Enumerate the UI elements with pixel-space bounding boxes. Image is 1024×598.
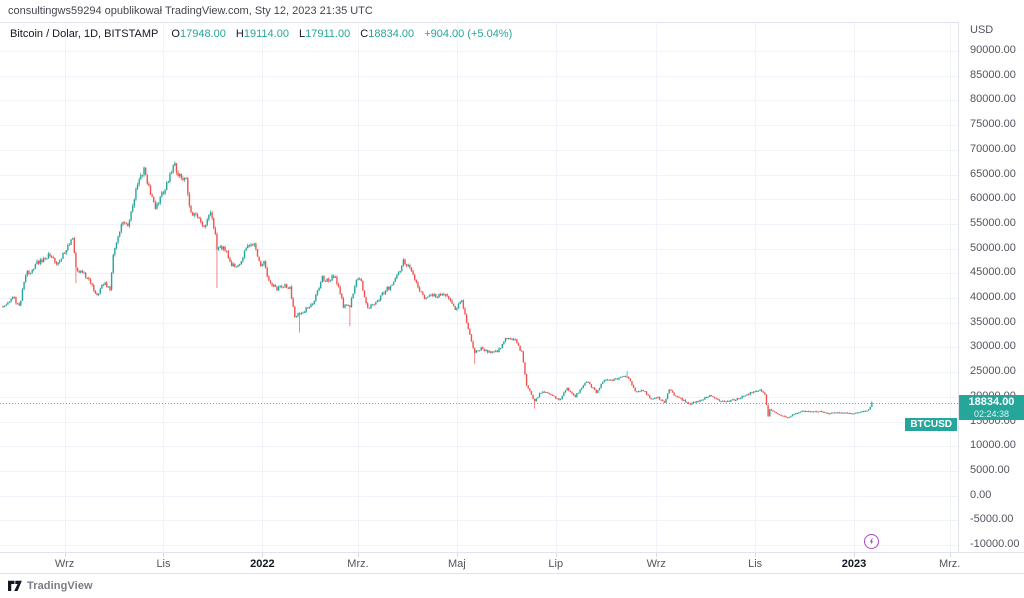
price-axis-label: -10000.00 [970, 538, 1020, 550]
time-axis-label: Wrz [646, 558, 666, 570]
last-price-value: 18834.00 [968, 395, 1015, 408]
price-axis-label: 35000.00 [970, 315, 1016, 328]
time-axis-tick [854, 553, 855, 557]
price-axis-label: 70000.00 [970, 142, 1016, 155]
ohlc-open: O17948.00 [171, 28, 225, 40]
price-axis-label: 0.00 [970, 488, 992, 501]
publish-marker[interactable] [863, 534, 879, 549]
symbol-title: Bitcoin / Dolar, 1D, BITSTAMP [10, 28, 159, 40]
price-axis-label: 60000.00 [970, 192, 1016, 205]
lightning-icon [869, 538, 874, 545]
ohlc-open-key: O [171, 28, 180, 40]
time-axis-label: Maj [448, 558, 466, 570]
tradingview-brand-text: TradingView [27, 580, 93, 592]
last-price-label: 18834.00 02:24:38 [959, 394, 1024, 420]
ohlc-open-value: 17948.00 [179, 28, 226, 40]
time-axis-tick [556, 553, 557, 557]
ohlc-low-value: 17911.00 [305, 28, 351, 40]
price-axis-label: 30000.00 [970, 340, 1016, 353]
tradingview-logo[interactable]: TradingView [8, 578, 93, 594]
time-axis-label: Lip [548, 558, 564, 570]
time-axis-label: Mrz. [938, 558, 961, 570]
price-change: +904.00 (+5.04%) [424, 28, 513, 40]
attribution-bar: consultingws59294 opublikował TradingVie… [0, 0, 1024, 22]
price-axis-label: 50000.00 [970, 241, 1016, 254]
ohlc-close-value: 18834.00 [368, 28, 415, 40]
symbol-price-tag: BTCUSD [905, 418, 957, 432]
time-axis-tick [755, 553, 756, 557]
time-axis-tick [656, 553, 657, 557]
price-axis-currency: USD [970, 24, 994, 36]
candlestick-canvas[interactable] [0, 23, 958, 553]
chart-area: Bitcoin / Dolar, 1D, BITSTAMP O17948.00 … [0, 22, 1024, 553]
time-axis-tick [950, 553, 951, 557]
ohlc-low-key: L [299, 28, 306, 40]
price-axis-label: 55000.00 [970, 216, 1016, 229]
price-axis-label: 45000.00 [970, 266, 1016, 279]
price-axis-label: 90000.00 [970, 44, 1016, 56]
time-axis-label: Lis [748, 558, 763, 570]
ohlc-low: L17911.00 [299, 28, 350, 40]
price-axis-label: 5000.00 [970, 463, 1010, 476]
price-axis-label: 65000.00 [970, 167, 1016, 180]
time-axis-label: Wrz [54, 558, 75, 570]
price-axis[interactable]: USD 90000.00 85000.00 80000.00 75000.00 70000… [958, 22, 1024, 574]
ohlc-high: H19114.00 [236, 28, 289, 40]
time-axis-tick [65, 553, 66, 557]
time-axis-tick [358, 553, 359, 557]
time-axis-tick [457, 553, 458, 557]
time-axis-tick [262, 553, 263, 557]
price-axis-label: -5000.00 [970, 513, 1014, 526]
time-axis-label: 2023 [841, 558, 867, 570]
price-axis-label: 10000.00 [970, 439, 1016, 452]
ohlc-close-key: C [360, 28, 369, 40]
time-axis-label: Mrz. [347, 558, 369, 570]
time-axis-tick [163, 553, 164, 557]
price-axis-label: 25000.00 [970, 365, 1016, 378]
bar-countdown: 02:24:38 [973, 408, 1010, 419]
price-axis-label: 40000.00 [970, 291, 1016, 303]
price-axis-label: 75000.00 [970, 118, 1016, 131]
tradingview-logo-icon [8, 580, 22, 592]
ohlc-high-value: 19114.00 [243, 28, 289, 40]
time-axis-label: 2022 [250, 558, 275, 570]
ohlc-high-key: H [235, 28, 244, 40]
ohlc-close: C18834.00 [360, 28, 414, 40]
price-axis-label: 80000.00 [970, 93, 1016, 106]
symbol-legend[interactable]: Bitcoin / Dolar, 1D, BITSTAMP O17948.00 … [10, 28, 512, 40]
time-axis[interactable]: Wrz Lis 2022 Mrz. Maj Lip Wrz Lis 2023 Mrz. [0, 552, 1024, 574]
time-axis-label: Lis [156, 558, 171, 570]
price-axis-label: 85000.00 [970, 68, 1016, 81]
